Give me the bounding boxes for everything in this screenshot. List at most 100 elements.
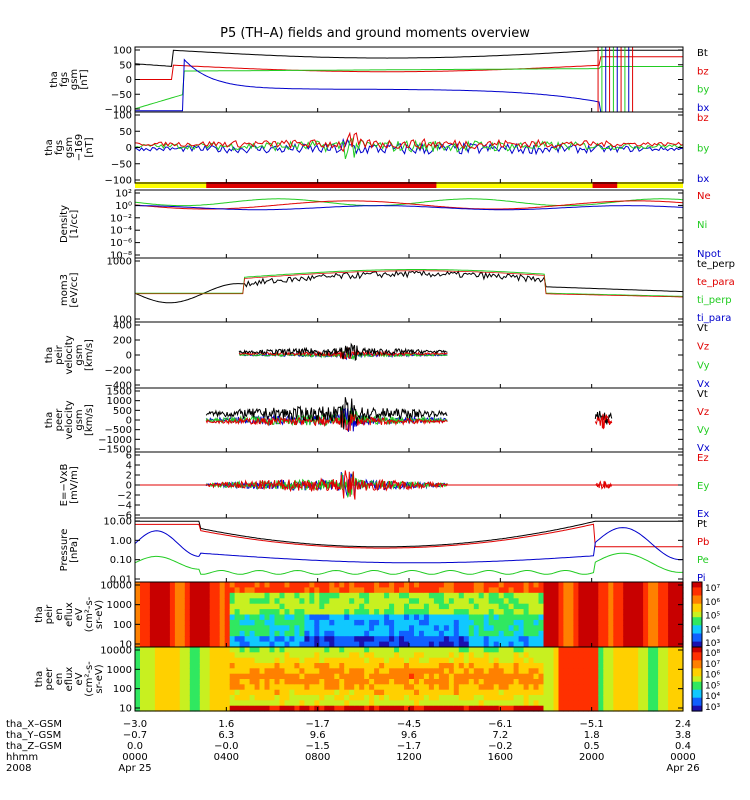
mode-bar — [135, 182, 683, 188]
axis-tick-label: 2.4 — [675, 719, 691, 730]
axis-tick-label: Apr 26 — [666, 763, 699, 774]
panel-10: 10000 1000 100 10 tha peer en eflux eV (cm²-s-sr-… — [34, 646, 720, 715]
panel-1: 100 50 0 −50 −100 tha fgs gsm [nT] Bt bz by bx — [49, 46, 709, 116]
legend-ez: Ez — [697, 453, 709, 464]
panel-frame — [134, 517, 684, 583]
legend-bt: Bt — [697, 48, 708, 59]
series-by — [134, 66, 683, 110]
y-axis-label: gsm — [69, 69, 80, 90]
legend-by: by — [697, 144, 709, 155]
legend-pb: Pb — [697, 537, 709, 548]
series-bt — [134, 49, 683, 67]
y-axis-label: gsm — [74, 344, 85, 365]
colorbar-label: 10⁶ — [705, 671, 720, 681]
series-bz — [134, 131, 684, 153]
colorbar-label: 10³ — [705, 703, 720, 713]
y-tick-label: 4 — [126, 461, 132, 472]
legend-vy: Vy — [697, 360, 710, 371]
y-axis-label: [mV/m] — [69, 466, 80, 504]
spectrogram-9 — [135, 582, 684, 648]
series-ez-2 — [595, 480, 613, 490]
colorbar-label: 10⁸ — [705, 649, 720, 659]
y-tick-label: −100 — [105, 176, 132, 187]
axis-row-label: tha_Z–GSM — [6, 741, 62, 752]
legend-pi: Pi — [697, 573, 706, 584]
y-axis-label: gsm — [64, 137, 75, 158]
y-tick-label: 1000 — [107, 600, 132, 611]
y-tick-label: −6 — [117, 511, 132, 522]
legend-ti-perp: ti_perp — [697, 295, 732, 306]
axis-tick-label: −1.7 — [306, 719, 330, 730]
series-bx — [135, 58, 683, 113]
y-axis-label: fgs — [59, 72, 70, 87]
y-tick-label: −1500 — [98, 445, 132, 456]
legend-pe: Pe — [697, 555, 709, 566]
y-axis-label: (cm²-s- — [84, 661, 95, 697]
colorbar-label: 10⁶ — [705, 598, 720, 608]
page-title: P5 (TH–A) fields and ground moments over… — [220, 26, 530, 41]
y-axis-label: peer — [54, 408, 65, 432]
legend-bz: bz — [697, 66, 709, 77]
axis-row-label: hhmm — [6, 752, 38, 763]
y-axis-label: peir — [54, 344, 65, 364]
series-bz — [135, 56, 683, 80]
series-pb — [135, 523, 683, 549]
y-axis-label: tha — [34, 606, 45, 622]
panel-4: 1000 100 mom3 [eV/cc] te_perp te_para ti_perpt… — [59, 257, 735, 326]
legend-ni: Ni — [697, 220, 707, 231]
y-tick-label: −50 — [111, 159, 132, 170]
axis-tick-label: −5.1 — [580, 719, 604, 730]
y-tick-label: 6 — [126, 451, 132, 462]
panel-frame — [134, 257, 684, 323]
y-axis-label: Pressure — [59, 529, 70, 572]
axis-tick-label: 7.2 — [492, 730, 508, 741]
colorbar-10 — [691, 646, 703, 712]
y-tick-label: 100 — [113, 46, 132, 57]
y-tick-label: −50 — [111, 90, 132, 101]
y-axis-label: en — [54, 673, 65, 686]
axis-tick-label: −0.0 — [214, 741, 238, 752]
y-tick-label: 1000 — [107, 665, 132, 676]
axis-tick-label: −3.0 — [123, 719, 147, 730]
legend-vt: Vt — [697, 389, 708, 400]
y-axis-label: [eV/cc] — [69, 272, 80, 307]
y-axis-label: (cm²-s- — [84, 596, 95, 632]
y-tick-label: 100 — [113, 111, 132, 122]
axis-tick-label: 1200 — [396, 752, 421, 763]
axis-tick-label: 0400 — [214, 752, 239, 763]
colorbar-label: 10⁵ — [705, 612, 720, 622]
colorbar-9 — [691, 581, 703, 648]
y-tick-label: 400 — [113, 321, 132, 332]
y-axis-label: tha — [44, 139, 55, 155]
series-ez — [205, 470, 448, 500]
y-axis-label: −169 — [74, 134, 85, 161]
y-axis-label: peer — [44, 667, 55, 691]
series-vt — [205, 397, 448, 430]
colorbar-label: 10⁷ — [705, 660, 720, 670]
y-axis-label: [nT] — [79, 69, 90, 89]
axis-tick-label: 6.3 — [218, 730, 234, 741]
y-axis-label: [km/s] — [84, 404, 95, 436]
y-tick-label: 0 — [126, 481, 132, 492]
y-tick-label: 10⁻⁶ — [110, 238, 132, 249]
y-tick-label: 10⁻⁸ — [110, 251, 132, 262]
y-tick-label: 0 — [126, 143, 132, 154]
y-axis-label: velocity — [64, 400, 75, 439]
y-axis-label: tha — [34, 671, 45, 687]
y-tick-label: −1000 — [98, 435, 132, 446]
y-tick-label: 100 — [113, 620, 132, 631]
legend-ti-para: ti_para — [697, 313, 731, 324]
y-axis-label: [nPa] — [69, 537, 80, 563]
y-tick-label: 10⁻⁴ — [110, 226, 132, 237]
series-by — [134, 137, 684, 160]
y-tick-label: 1.00 — [110, 536, 132, 547]
series-te-perp — [134, 269, 684, 304]
legend-te-perp: te_perp — [697, 259, 735, 270]
legend-vz: Vz — [697, 342, 709, 353]
y-tick-label: −4 — [117, 501, 132, 512]
y-axis-label: Density — [59, 205, 70, 243]
y-tick-label: 1000 — [107, 257, 132, 268]
legend-bx: bx — [697, 103, 709, 114]
